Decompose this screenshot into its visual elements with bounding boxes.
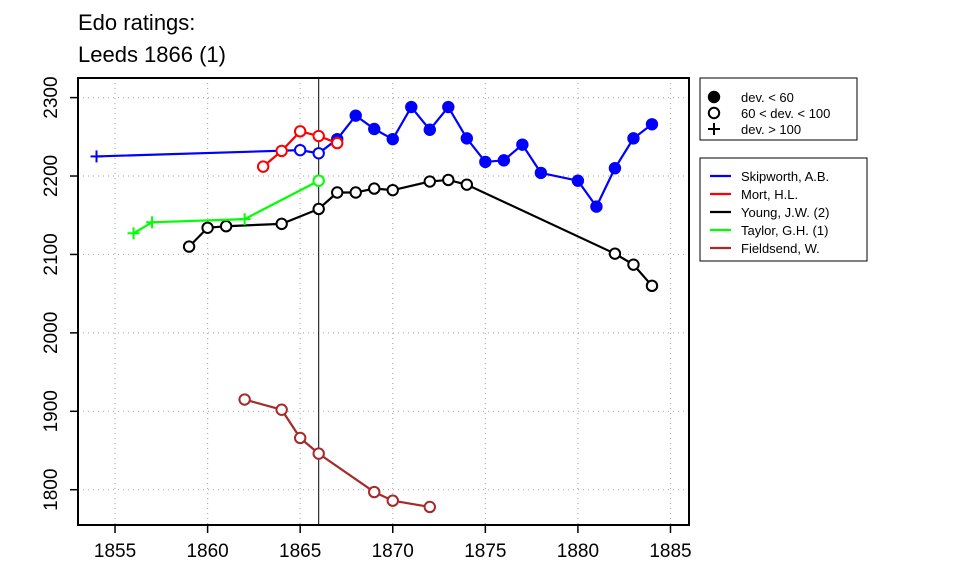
data-point bbox=[479, 155, 492, 169]
data-point bbox=[312, 129, 325, 143]
data-point bbox=[423, 175, 436, 188]
series-legend-label: Taylor, G.H. (1) bbox=[741, 223, 828, 238]
data-point bbox=[368, 122, 381, 136]
data-point bbox=[386, 183, 399, 197]
data-point bbox=[275, 217, 288, 231]
plot-frame bbox=[77, 77, 690, 526]
data-point bbox=[423, 123, 436, 136]
x-tick-label: 1865 bbox=[279, 541, 321, 562]
series-lines bbox=[90, 100, 659, 514]
data-point bbox=[349, 109, 362, 122]
data-point bbox=[368, 485, 381, 499]
legend-marker-plus bbox=[708, 123, 720, 135]
data-point bbox=[386, 132, 399, 146]
data-point bbox=[386, 494, 399, 507]
series-5 bbox=[238, 393, 436, 514]
data-point bbox=[423, 500, 436, 514]
data-point bbox=[312, 202, 325, 216]
legend-marker-open bbox=[707, 106, 721, 120]
data-point bbox=[331, 186, 344, 199]
data-point bbox=[293, 143, 307, 157]
series-legend-label: Skipworth, A.B. bbox=[741, 169, 829, 184]
data-point bbox=[275, 144, 288, 158]
data-point bbox=[590, 200, 603, 213]
marker-legend-box bbox=[699, 77, 858, 141]
data-point bbox=[219, 220, 233, 233]
data-point bbox=[460, 178, 474, 191]
series-legend-label: Young, J.W. (2) bbox=[741, 205, 829, 220]
y-tick-label: 1900 bbox=[41, 390, 62, 432]
legend-marker-filled bbox=[707, 90, 721, 104]
data-point bbox=[293, 125, 307, 138]
series-2 bbox=[256, 125, 344, 173]
x-tick-label: 1880 bbox=[557, 541, 599, 562]
chart-title-line-2: Leeds 1866 (1) bbox=[78, 42, 226, 67]
data-point bbox=[312, 447, 325, 460]
gridlines bbox=[78, 78, 689, 525]
data-point bbox=[460, 132, 474, 145]
data-point bbox=[627, 132, 640, 145]
data-point bbox=[127, 227, 140, 240]
data-point bbox=[405, 100, 418, 114]
x-tick-label: 1885 bbox=[649, 541, 691, 562]
y-tick-label: 2300 bbox=[41, 76, 62, 118]
data-point bbox=[146, 216, 159, 229]
marker-legend-label: 60 < dev. < 100 bbox=[741, 106, 830, 121]
y-axis: 1800 1900 2000 2100 2200 2300 bbox=[41, 76, 78, 511]
data-point bbox=[238, 213, 251, 226]
y-tick-label: 2000 bbox=[41, 312, 62, 354]
series-legend: Skipworth, A.B. Mort, H.L. Young, J.W. (2)… bbox=[699, 157, 868, 262]
series-4 bbox=[127, 174, 325, 240]
series-line bbox=[244, 398, 430, 509]
data-point bbox=[349, 186, 362, 199]
chart-title-line-1: Edo ratings: bbox=[78, 10, 195, 35]
data-point bbox=[368, 182, 381, 195]
y-tick-label: 1800 bbox=[41, 469, 62, 511]
data-point bbox=[534, 166, 548, 180]
data-point bbox=[331, 136, 344, 150]
series-legend-label: Mort, H.L. bbox=[741, 187, 798, 202]
data-point bbox=[275, 403, 288, 416]
data-point bbox=[608, 161, 622, 175]
data-point bbox=[516, 138, 529, 151]
data-point bbox=[312, 147, 325, 160]
data-point bbox=[256, 160, 270, 173]
marker-legend-label: dev. > 100 bbox=[741, 122, 801, 137]
x-tick-label: 1860 bbox=[186, 541, 228, 562]
data-point bbox=[442, 173, 455, 187]
data-point bbox=[312, 174, 325, 187]
x-tick-label: 1855 bbox=[94, 541, 136, 562]
data-point bbox=[645, 118, 659, 131]
series-1 bbox=[90, 100, 659, 213]
data-point bbox=[293, 431, 307, 445]
data-point bbox=[90, 150, 103, 163]
data-point bbox=[238, 393, 251, 406]
data-point bbox=[442, 100, 455, 114]
y-tick-label: 2100 bbox=[41, 233, 62, 275]
series-line bbox=[132, 179, 320, 235]
x-tick-label: 1875 bbox=[464, 541, 506, 562]
data-point bbox=[627, 258, 640, 271]
series-3 bbox=[182, 173, 659, 293]
data-point bbox=[571, 174, 585, 187]
data-point bbox=[645, 279, 659, 293]
x-tick-label: 1870 bbox=[372, 541, 414, 562]
data-point bbox=[497, 154, 511, 167]
y-tick-label: 2200 bbox=[41, 155, 62, 197]
data-point bbox=[608, 247, 622, 260]
marker-legend-label: dev. < 60 bbox=[741, 90, 794, 105]
series-legend-label: Fieldsend, W. bbox=[741, 241, 820, 256]
data-point bbox=[201, 221, 214, 234]
x-axis: 1855 1860 1865 1870 1875 1880 1885 bbox=[94, 525, 692, 562]
series-line bbox=[188, 178, 653, 287]
data-point bbox=[182, 240, 196, 253]
